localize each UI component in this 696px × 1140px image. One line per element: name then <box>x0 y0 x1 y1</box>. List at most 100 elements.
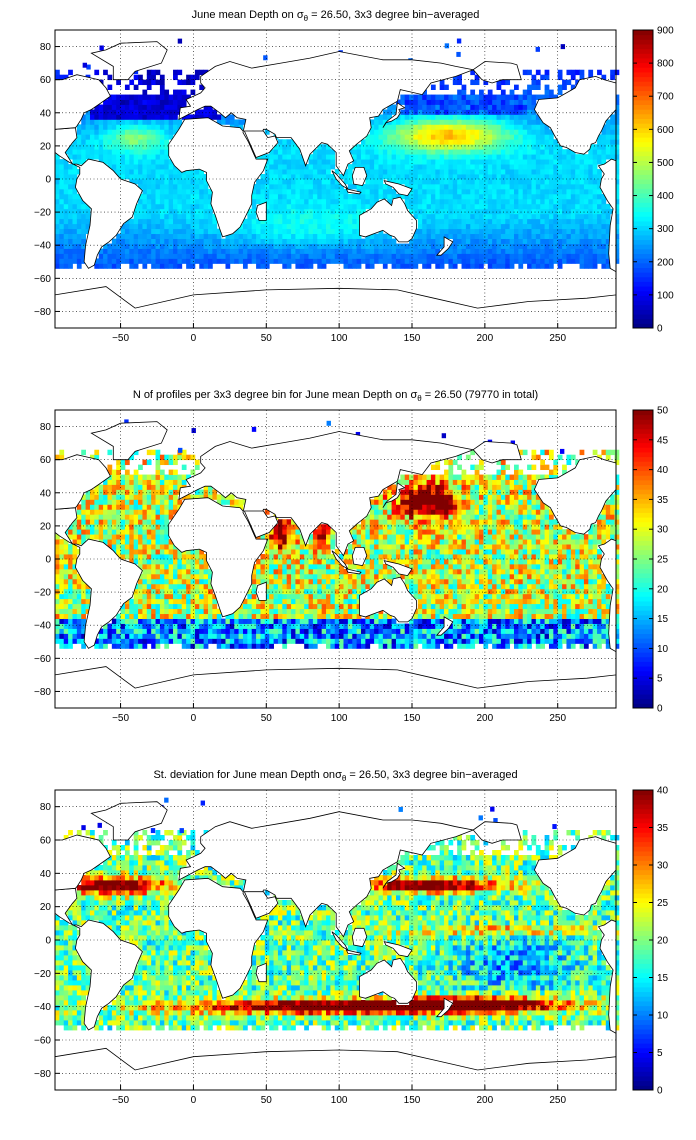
heat-cell <box>76 198 82 205</box>
heat-cell <box>98 154 104 160</box>
heat-cell <box>199 643 205 649</box>
heat-cell <box>142 519 148 525</box>
heat-cell <box>465 179 471 185</box>
heat-cell <box>286 228 292 235</box>
heat-cell <box>155 514 161 520</box>
heat-cell <box>146 563 152 570</box>
heat-cell <box>173 504 178 510</box>
heat-cell <box>59 258 65 264</box>
heat-cell <box>395 139 401 145</box>
heat-cell <box>59 203 65 210</box>
heat-cell <box>391 169 397 175</box>
heat-cell <box>199 563 205 570</box>
heat-cell <box>146 593 152 600</box>
heat-cell <box>583 243 589 249</box>
colorbar-frame <box>632 29 654 329</box>
heat-cell <box>138 514 143 520</box>
heat-cell <box>264 248 270 254</box>
heat-cell <box>540 208 545 215</box>
heat-cell <box>186 218 191 225</box>
heat-cell <box>588 174 594 180</box>
heat-cell <box>299 638 305 644</box>
heat-cell <box>500 243 506 249</box>
heat-cell <box>557 263 563 269</box>
heat-cell <box>356 223 362 230</box>
heat-cell <box>138 539 143 545</box>
heat-cell <box>361 238 366 244</box>
heat-cell <box>570 243 576 249</box>
heat-cell <box>133 243 139 249</box>
heat-cell <box>430 208 436 215</box>
heat-cell <box>94 144 100 150</box>
heat-cell <box>164 484 170 490</box>
heat-cell <box>457 208 462 215</box>
heat-cell <box>234 258 239 264</box>
heat-cell <box>94 154 100 160</box>
heat-cell <box>496 193 502 200</box>
heat-cell <box>164 519 170 525</box>
heat-cell <box>514 149 519 155</box>
colorbar-segment <box>633 188 653 194</box>
heat-cell <box>194 174 200 180</box>
heat-cell <box>225 248 231 254</box>
heat-cell <box>194 489 200 495</box>
heat-cell <box>295 258 301 264</box>
heat-cell <box>107 449 113 456</box>
heat-cell <box>164 213 170 220</box>
heat-cell <box>186 603 191 610</box>
heat-cell <box>85 149 91 155</box>
heat-cell <box>186 608 191 615</box>
heat-cell <box>194 643 200 649</box>
heat-cell <box>186 203 191 210</box>
heat-cell <box>514 218 519 225</box>
heat-cell <box>317 588 323 595</box>
heat-cell <box>146 134 152 140</box>
heat-cell <box>282 643 288 649</box>
heat-cell <box>557 179 563 185</box>
heat-cell <box>535 198 541 205</box>
heat-cell <box>614 203 620 210</box>
heat-cell <box>225 238 231 244</box>
heat-cell <box>579 198 585 205</box>
heat-cell <box>151 74 156 81</box>
heat-cell <box>570 188 576 195</box>
heat-cell <box>404 124 410 130</box>
heat-cell <box>326 228 331 235</box>
heat-cell <box>562 203 567 210</box>
heat-cell <box>138 159 143 165</box>
heat-cell <box>509 164 515 170</box>
heat-cell <box>540 203 545 210</box>
heat-cell <box>487 134 493 140</box>
heat-cell <box>321 618 327 624</box>
heat-cell <box>391 243 397 249</box>
heat-cell <box>286 253 292 259</box>
heat-cell <box>129 134 135 140</box>
heat-cell <box>264 159 270 165</box>
heat-cell <box>430 109 436 115</box>
heat-cell <box>439 213 445 220</box>
heat-cell <box>159 563 165 570</box>
heat-cell <box>181 228 187 235</box>
heat-cell <box>527 109 532 115</box>
heat-cell <box>457 174 462 180</box>
heat-cell <box>103 529 108 535</box>
heat-cell <box>483 213 489 220</box>
heat-cell <box>496 149 502 155</box>
heat-cell <box>361 183 366 190</box>
heat-cell <box>59 253 65 259</box>
heat-cell <box>352 213 358 220</box>
heat-cell <box>277 633 283 639</box>
heat-cell <box>553 223 559 230</box>
heat-cell <box>94 643 100 649</box>
heat-cell <box>614 223 620 230</box>
heat-cell <box>570 238 576 244</box>
heat-cell <box>72 149 78 155</box>
heat-cell <box>63 208 69 215</box>
heat-cell <box>173 169 178 175</box>
heat-cell <box>470 248 476 254</box>
heat-cell <box>208 603 213 610</box>
heat-cell <box>277 524 283 530</box>
heat-cell <box>168 208 174 215</box>
heat-cell <box>540 183 545 190</box>
heat-cell <box>531 243 537 249</box>
